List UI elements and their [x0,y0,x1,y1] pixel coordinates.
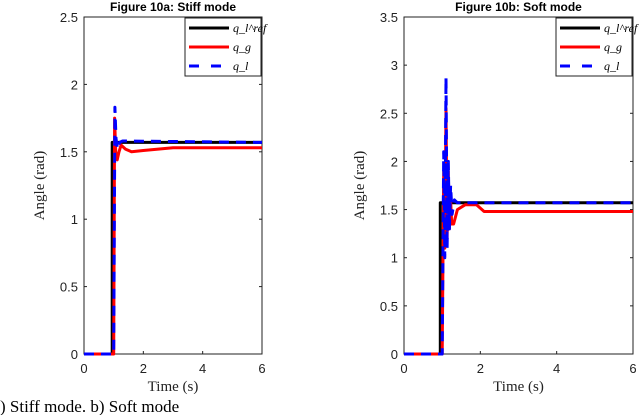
x-axis-label: Time (s) [493,379,544,395]
y-tick-label: 0 [391,347,398,362]
chart-soft: 0 2 4 6 0 0.5 1 1.5 2 2.5 3 3.5 Figure 10b: Soft mod… [352,0,639,395]
y-tick-label: 1 [71,212,78,227]
x-tick-label: 4 [553,361,560,376]
y-tick-label: 2.5 [60,10,78,25]
x-axis-label: Time (s) [148,379,199,395]
y-axis-label: Angle (rad) [32,151,48,221]
chart-title: Figure 10a: Stiff mode [110,0,236,14]
series-line-qg [84,116,262,356]
x-tick-label: 4 [199,361,206,376]
legend-entry: q_g [604,40,622,54]
y-tick-label: 2 [391,154,398,169]
series-line-ql [84,105,263,356]
x-tick-label: 0 [400,361,407,376]
y-tick-label: 2.5 [380,106,398,121]
y-tick-label: 1.5 [380,203,398,218]
chart-stiff: 0 2 4 6 0 0.5 1 1.5 2 2.5 Figure 10a: Stiff mode Ti… [32,0,268,395]
legend-entry: q_l [604,59,620,73]
x-tick-label: 2 [477,361,484,376]
legend: q_l^ref q_g q_l [184,17,268,77]
y-axis-label: Angle (rad) [352,151,368,221]
y-tick-label: 0.5 [60,280,78,295]
y-tick-label: 0.5 [380,299,398,314]
x-tick-label: 2 [140,361,147,376]
legend-entry: q_l^ref [233,21,268,35]
legend-entry: q_l^ref [604,21,639,35]
x-tick-label: 6 [629,361,636,376]
chart-title: Figure 10b: Soft mode [455,0,582,14]
y-tick-label: 1.5 [60,145,78,160]
legend-entry: q_l [233,59,249,73]
y-tick-label: 2 [71,77,78,92]
y-tick-label: 1 [391,251,398,266]
y-tick-label: 3.5 [380,10,398,25]
legend: q_l^ref q_g q_l [555,17,639,77]
legend-entry: q_g [233,40,251,54]
caption: ) Stiff mode. b) Soft mode [0,397,179,415]
x-tick-label: 0 [80,361,87,376]
y-tick-label: 0 [71,347,78,362]
y-tick-label: 3 [391,58,398,73]
series-line-ql [404,76,633,356]
x-tick-label: 6 [258,361,265,376]
